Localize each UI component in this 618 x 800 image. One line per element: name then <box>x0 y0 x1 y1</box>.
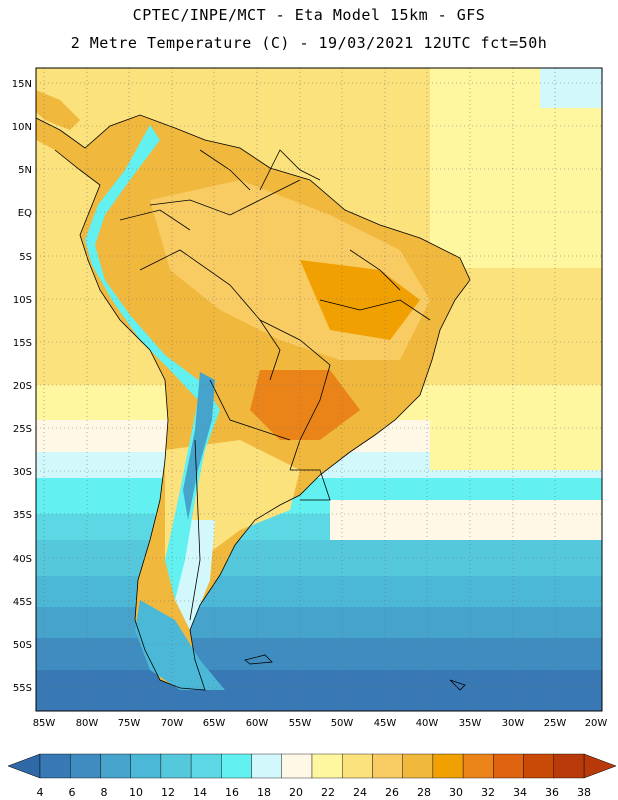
colorbar-label: 28 <box>417 786 431 799</box>
colorbar-label: 16 <box>225 786 239 799</box>
colorbar-label: 4 <box>37 786 44 799</box>
colorbar-swatch <box>130 753 162 779</box>
lat-label: 10S <box>13 295 32 306</box>
colorbar-swatch <box>281 753 313 779</box>
colorbar-label: 22 <box>321 786 335 799</box>
lon-label: 75W <box>118 718 141 729</box>
colorbar-label: 34 <box>513 786 527 799</box>
colorbar-label: 10 <box>129 786 143 799</box>
lon-label: 50W <box>331 718 354 729</box>
lat-label: 20S <box>13 381 32 392</box>
lon-label: 55W <box>289 718 312 729</box>
colorbar-label: 30 <box>449 786 463 799</box>
chart-subtitle: 2 Metre Temperature (C) - 19/03/2021 12U… <box>70 34 548 52</box>
colorbar-label: 24 <box>353 786 367 799</box>
lat-label: 30S <box>13 467 32 478</box>
lon-label: 45W <box>374 718 397 729</box>
map-frame <box>35 67 603 712</box>
colorbar-label: 38 <box>577 786 591 799</box>
colorbar-swatch <box>372 753 403 779</box>
colorbar-swatch <box>39 753 71 779</box>
lat-label: 5S <box>19 252 32 263</box>
lat-label: 10N <box>12 122 32 133</box>
colorbar-swatch <box>523 753 554 779</box>
colorbar-low-arrow <box>7 753 41 779</box>
colorbar-swatch <box>221 753 252 779</box>
lat-label: 15S <box>13 338 32 349</box>
colorbar-swatch <box>342 753 373 779</box>
colorbar-swatch <box>100 753 131 779</box>
latitude-labels: 15N 10N 5N EQ 5S 10S 15S 20S 25S 30S 35S… <box>12 79 32 694</box>
colorbar-swatch <box>432 753 464 779</box>
colorbar-label: 14 <box>193 786 207 799</box>
colorbar-swatch <box>462 753 494 779</box>
colorbar-swatch <box>553 753 585 779</box>
lon-label: 30W <box>502 718 525 729</box>
colorbar-swatch <box>251 753 282 779</box>
lat-label: EQ <box>18 208 32 219</box>
longitude-labels: 85W 80W 75W 70W 65W 60W 55W 50W 45W 40W … <box>33 718 608 729</box>
temperature-field <box>36 68 602 711</box>
lon-label: 60W <box>246 718 269 729</box>
lon-label: 80W <box>76 718 99 729</box>
lon-label: 35W <box>459 718 482 729</box>
colorbar-swatch <box>311 753 343 779</box>
colorbar-label: 8 <box>101 786 108 799</box>
lat-label: 25S <box>13 424 32 435</box>
lon-label: 40W <box>416 718 439 729</box>
country-borders <box>36 114 471 691</box>
colorbar-label: 20 <box>289 786 303 799</box>
colorbar-swatch <box>70 753 101 779</box>
colorbar-swatch <box>493 753 524 779</box>
lat-label: 50S <box>13 640 32 651</box>
colorbar-label: 18 <box>257 786 271 799</box>
lon-label: 70W <box>161 718 184 729</box>
colorbar-label: 36 <box>545 786 559 799</box>
colorbar-swatch <box>160 753 192 779</box>
colorbar-swatch <box>190 753 222 779</box>
lat-label: 35S <box>13 510 32 521</box>
lat-label: 15N <box>12 79 32 90</box>
lat-label: 45S <box>13 597 32 608</box>
hot-spot <box>250 370 360 440</box>
colorbar-label: 6 <box>69 786 76 799</box>
lon-label: 65W <box>203 718 226 729</box>
lat-label: 55S <box>13 683 32 694</box>
lon-label: 85W <box>33 718 56 729</box>
colorbar-swatch <box>402 753 434 779</box>
chart-title: CPTEC/INPE/MCT - Eta Model 15km - GFS <box>132 6 486 24</box>
lon-label: 25W <box>544 718 567 729</box>
colorbar-high-arrow <box>583 753 617 779</box>
colorbar-label: 12 <box>161 786 175 799</box>
colorbar-label: 26 <box>385 786 399 799</box>
lat-label: 5N <box>18 165 32 176</box>
lat-label: 40S <box>13 554 32 565</box>
colorbar: 4 6 8 10 12 14 16 18 20 22 24 26 28 30 32 34 36 38 <box>7 753 617 799</box>
lon-label: 20W <box>585 718 608 729</box>
colorbar-label: 32 <box>481 786 495 799</box>
